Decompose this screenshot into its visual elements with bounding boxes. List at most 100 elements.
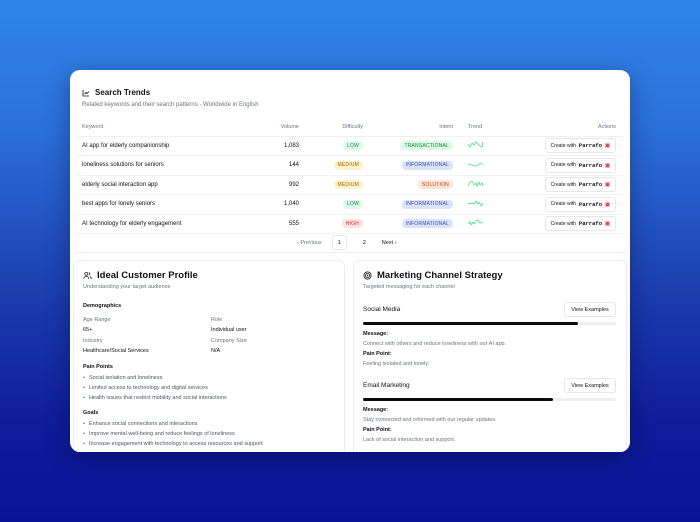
previous-page-button[interactable]: ‹ Previous [297,239,322,246]
list-item: Increase engagement with technology to a… [83,439,263,449]
pain-points-heading: Pain Points [83,364,113,370]
icp-subtitle: Understanding your target audience [83,284,171,290]
pagination: ‹ Previous 1 2 Next › [297,235,396,250]
create-label: Create with [550,162,576,169]
page-2-button[interactable]: 2 [362,239,366,246]
keyword-cell: AI technology for elderly engagement [77,214,247,234]
create-with-parrafo-button[interactable]: Create with Parrafo [544,177,616,193]
create-label: Create with [550,142,576,149]
table-row[interactable]: AI technology for elderly engagement 555… [77,214,623,234]
difficulty-badge: MEDIUM [333,160,363,170]
target-icon [363,271,372,280]
role-value: Individual user [211,327,247,333]
channel-progress-bar [363,322,616,325]
difficulty-badge: MEDIUM [333,180,363,190]
search-trends-panel: Search Trends Related keywords and their… [75,75,625,253]
next-page-button[interactable]: Next › [381,239,397,246]
previous-label: Previous [300,239,322,246]
intent-badge: INFORMATIONAL [401,219,453,229]
table-row[interactable]: best apps for lonely seniors 1,040 LOW I… [77,194,623,215]
difficulty-badge: HIGH [341,219,363,229]
create-label: Create with [550,201,576,208]
industry-label: Industry [83,338,103,344]
channel-progress-bar [363,398,616,401]
next-label: Next [381,239,394,246]
brand-name: Parrafo [578,142,602,150]
intent-badge: TRANSACTIONAL [400,141,453,151]
keywords-table: Keyword Volume Difficulty Intent Trend A… [77,119,623,234]
list-item: Improve mental well-being and reduce fee… [83,429,263,439]
goals-heading: Goals [83,410,99,416]
create-label: Create with [550,220,576,227]
col-difficulty[interactable]: Difficulty [299,119,363,137]
table-row[interactable]: elderly social interaction app 992 MEDIU… [77,175,623,195]
brand-name: Parrafo [578,220,602,228]
parrafo-logo-icon [605,143,610,149]
pain-points-list: Social isolation and loneliness Limited … [83,373,227,403]
pain-point-text: Lack of social interaction and support. [363,437,456,443]
icp-heading: Ideal Customer Profile [83,270,198,281]
company-size-label: Company Size [211,338,247,344]
keyword-cell: AI app for elderly companionship [77,136,247,156]
col-volume[interactable]: Volume [247,119,299,137]
channel-progress-fill [363,322,579,325]
keyword-cell: elderly social interaction app [77,175,247,195]
create-label: Create with [550,181,576,188]
ideal-customer-profile-panel: Ideal Customer Profile Understanding you… [73,260,345,452]
message-text: Connect with others and reduce lonelines… [363,341,507,347]
volume-cell: 555 [247,214,299,234]
list-item: Health issues that restrict mobility and… [83,393,227,403]
list-item: Limited access to technology and digital… [83,383,227,393]
trend-sparkline-icon [467,219,484,227]
parrafo-logo-icon [605,221,610,227]
channel-progress-fill [363,398,553,401]
volume-cell: 144 [247,155,299,176]
create-with-parrafo-button[interactable]: Create with Parrafo [544,157,616,173]
col-actions: Actions [513,119,623,137]
list-item: Enhance social connections and interacti… [83,419,263,429]
age-range-label: Age Range [83,317,111,323]
difficulty-badge: LOW [343,141,363,151]
intent-badge: SOLUTION [417,180,453,190]
chart-icon [82,89,90,96]
page-1-button[interactable]: 1 [331,235,347,250]
difficulty-badge: LOW [343,199,363,209]
message-text: Stay connected and informed with our reg… [363,417,497,423]
create-with-parrafo-button[interactable]: Create with Parrafo [544,216,616,232]
trend-sparkline-icon [467,180,484,188]
parrafo-logo-icon [605,182,610,188]
volume-cell: 992 [247,175,299,195]
keyword-cell: best apps for lonely seniors [77,194,247,215]
view-examples-button[interactable]: View Examples [564,302,616,317]
view-examples-button[interactable]: View Examples [564,378,616,393]
search-trends-subtitle: Related keywords and their search patter… [82,102,259,108]
demographics-heading: Demographics [83,303,122,309]
icp-title: Ideal Customer Profile [97,270,198,281]
parrafo-logo-icon [605,201,610,207]
pain-point-label: Pain Point: [363,427,392,433]
list-item: Social isolation and loneliness [83,373,227,383]
volume-cell: 1,040 [247,194,299,215]
create-with-parrafo-button[interactable]: Create with Parrafo [544,196,616,212]
marketing-title: Marketing Channel Strategy [377,270,503,281]
users-icon [83,271,92,280]
message-label: Message: [363,407,389,413]
create-with-parrafo-button[interactable]: Create with Parrafo [544,138,616,154]
age-range-value: 65+ [83,327,93,333]
pain-point-label: Pain Point: [363,351,392,357]
intent-badge: INFORMATIONAL [401,199,453,209]
brand-name: Parrafo [578,200,602,208]
industry-value: Healthcare/Social Services [83,348,149,354]
col-trend: Trend [453,119,513,137]
volume-cell: 1,083 [247,136,299,156]
message-label: Message: [363,331,389,337]
trend-sparkline-icon [467,200,484,207]
table-row[interactable]: loneliness solutions for seniors 144 MED… [77,155,623,176]
trend-sparkline-icon [467,162,484,167]
table-row[interactable]: AI app for elderly companionship 1,083 L… [77,136,623,156]
col-intent[interactable]: Intent [363,119,453,137]
marketing-heading: Marketing Channel Strategy [363,270,503,281]
intent-badge: INFORMATIONAL [401,160,453,170]
col-keyword[interactable]: Keyword [77,119,247,137]
table-header-row: Keyword Volume Difficulty Intent Trend A… [77,119,623,137]
